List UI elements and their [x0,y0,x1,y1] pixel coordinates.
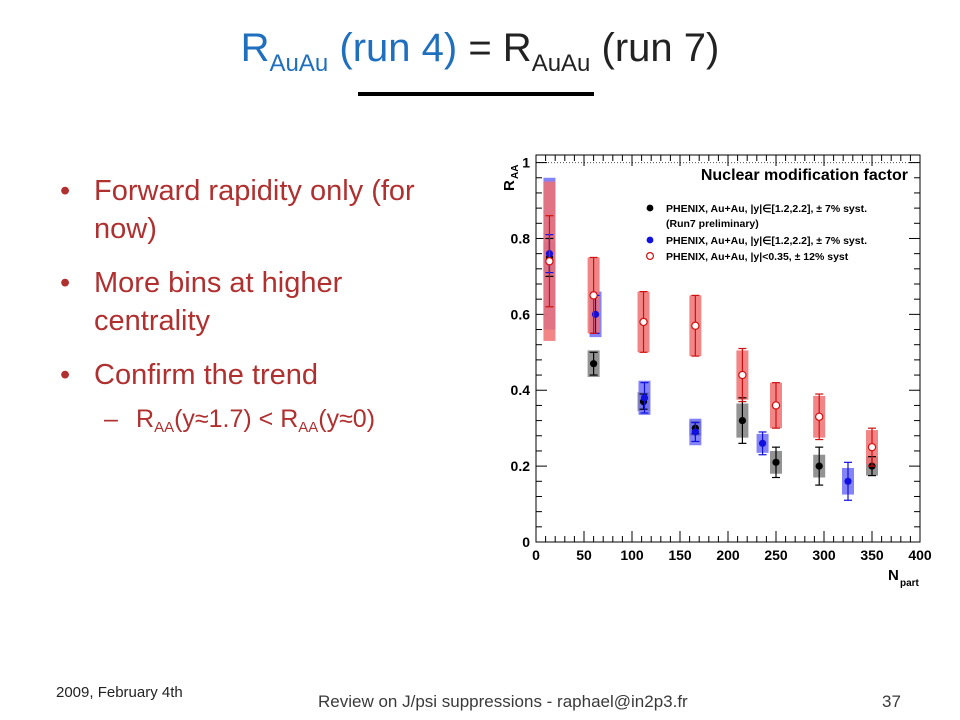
bullet-list: • Forward rapidity only (for now) • More b… [58,172,438,436]
bullet-dot-icon: • [60,267,71,299]
data-point [772,458,780,466]
x-tick-label: 300 [812,547,836,563]
data-point [738,416,746,425]
raa-chart: 0 50 100 150 200 250 300 350 400 0 0.2 0.4 0.6 0.8 1 N p… [501,154,932,589]
title-run4: (run 4) [328,26,458,70]
title-part-run4: RAuAu (run 4) [240,26,458,76]
bullet-text: More bins at higher centrality [94,267,343,337]
data-point [844,477,852,485]
x-axis-label: N [888,567,899,584]
data-point [771,401,781,410]
sub-bullet-text1: (y≈1.7) < R [174,405,299,433]
footer-text: Review on J/psi suppressions - raphael@i… [318,692,688,711]
y-axis-label-sub: AA [510,165,521,179]
title-sub-1: AuAu [269,50,329,77]
legend-marker [646,236,654,244]
y-tick-label: 0.2 [511,458,531,474]
chart-title: Nuclear modification factor [701,167,908,184]
bullet-item: • Forward rapidity only (for now) [58,172,438,248]
sub-bullet-sub2: AA [298,419,319,436]
bullet-item: • More bins at higher centrality [58,264,438,340]
x-tick-label: 200 [716,547,740,563]
x-tick-label: 400 [908,547,932,563]
x-tick-label: 150 [668,547,692,563]
page-number: 37 [882,692,901,711]
data-point [815,462,823,470]
x-tick-label: 100 [620,547,644,563]
sub-bullet-text2: (y≈0) [318,405,376,433]
y-axis-label: R [501,180,518,191]
title-r: R [240,26,270,70]
bullet-dot-icon: • [60,359,71,391]
legend-marker [646,251,655,260]
bullet-text: Forward rapidity only (for now) [94,175,415,245]
title-run7: (run 7) [590,26,720,70]
sub-bullet-item: – RAA(y≈1.7) < RAA(y≈0) [58,402,438,436]
slide-title: RAuAu (run 4) = RAuAu (run 7) [0,22,960,77]
legend-label: PHENIX, Au+Au, |y|∈[1.2,2.2], ± 7% syst. [666,203,867,215]
legend-label: PHENIX, Au+Au, |y|∈[1.2,2.2], ± 7% syst. [666,235,867,247]
bullet-text: Confirm the trend [94,359,319,391]
x-tick-label: 50 [576,547,592,563]
title-equals-r: = R [457,26,532,70]
data-point [867,442,877,452]
legend-label: (Run7 preliminary) [666,218,759,230]
y-tick-label: 1 [522,155,530,171]
data-point [691,321,700,330]
bullet-item: • Confirm the trend [58,356,438,394]
x-tick-label: 0 [532,547,540,563]
title-sub-2: AuAu [531,50,591,77]
legend-label: PHENIX, Au+Au, |y|<0.35, ± 12% syst [666,251,849,263]
data-point [590,360,598,368]
y-tick-label: 0 [522,534,530,550]
data-point [589,291,598,300]
data-point [640,394,649,402]
x-tick-label: 350 [860,547,884,563]
data-point [691,428,699,436]
dash-icon: – [104,405,118,433]
y-tick-label: 0.6 [511,306,531,322]
title-underline [358,92,594,96]
data-point [545,257,554,266]
x-axis-label-sub: part [900,578,920,589]
sub-bullet-r1: R [136,405,155,433]
bullet-dot-icon: • [60,175,71,207]
sub-bullet-sub1: AA [154,419,175,436]
data-point [639,317,648,327]
data-point [738,370,747,380]
legend-marker [646,204,654,212]
data-point [815,412,824,421]
footer-date: 2009, February 4th [56,684,183,701]
y-tick-label: 0.8 [511,230,531,246]
x-tick-label: 250 [764,547,788,563]
data-point [758,439,767,447]
y-tick-label: 0.4 [511,382,531,398]
